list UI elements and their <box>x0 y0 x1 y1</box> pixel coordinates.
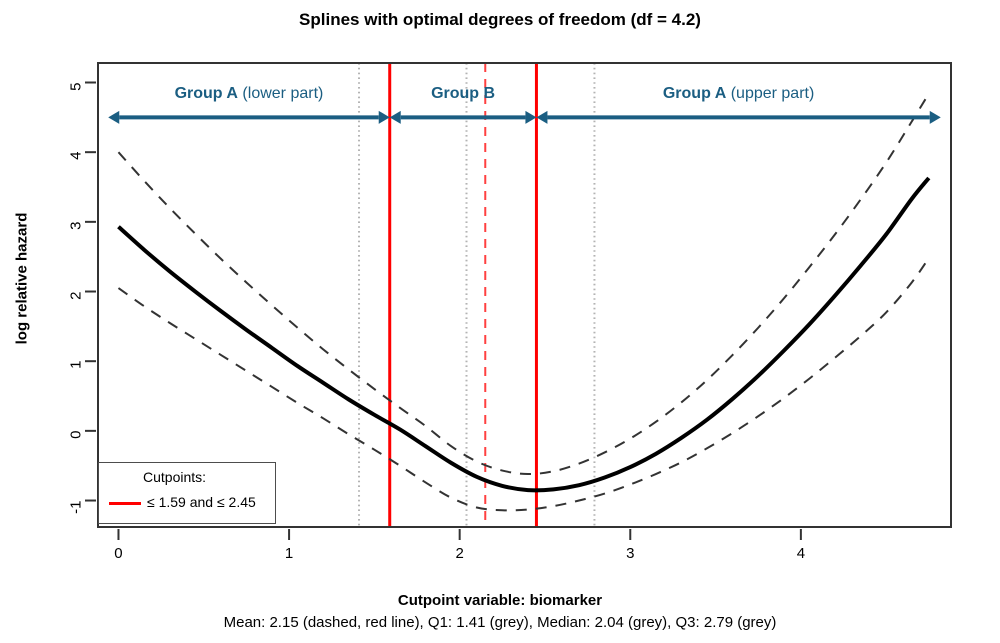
y-tick-label: 2 <box>67 291 85 300</box>
plot-box <box>97 62 952 528</box>
x-axis-label: Cutpoint variable: biomarker <box>397 592 603 609</box>
group-label-bold: Group A <box>662 85 727 103</box>
axis-ticks <box>85 81 802 540</box>
x-tick-label: 1 <box>284 545 294 562</box>
y-tick-label: 1 <box>67 360 85 370</box>
y-tick-label: 0 <box>67 430 85 439</box>
group-label-bold: Group B <box>431 85 496 103</box>
x-axis-sublabel: Mean: 2.15 (dashed, red line), Q1: 1.41 … <box>223 614 777 631</box>
arrow-group-a-upper <box>536 110 941 124</box>
arrow-group-b <box>389 110 537 124</box>
arrow-group-a-lower <box>108 110 390 124</box>
y-tick-label: 3 <box>67 221 85 230</box>
legend[interactable]: Cutpoints: ≤ 1.59 and ≤ 2.45 <box>98 462 276 524</box>
x-tick-label: 2 <box>455 545 464 562</box>
data-series <box>117 93 931 512</box>
vertical-reference-lines <box>358 63 596 527</box>
label-group-a-lower: Group A (lower part) <box>69 85 429 103</box>
label-group-b: Group B <box>283 85 643 103</box>
x-tick-label: 0 <box>114 545 123 562</box>
group-label-regular: (lower part) <box>237 85 324 103</box>
legend-title: Cutpoints: <box>143 469 207 485</box>
label-group-a-upper: Group A (upper part) <box>559 85 919 103</box>
legend-key-line-icon <box>109 502 141 505</box>
plot-border <box>97 62 952 528</box>
group-arrows <box>108 110 941 124</box>
series-line <box>117 93 930 476</box>
y-tick-label: 4 <box>67 151 85 161</box>
y-tick-label: -1 <box>67 500 85 514</box>
series-line <box>117 176 931 493</box>
legend-entry-label: ≤ 1.59 and ≤ 2.45 <box>147 494 256 510</box>
group-label-regular: (upper part) <box>726 85 815 103</box>
x-tick-label: 3 <box>626 545 635 562</box>
x-tick-label: 4 <box>796 545 806 562</box>
series-line <box>117 257 930 512</box>
group-label-bold: Group A <box>174 85 238 103</box>
page-title: Splines with optimal degrees of freedom … <box>299 10 701 29</box>
